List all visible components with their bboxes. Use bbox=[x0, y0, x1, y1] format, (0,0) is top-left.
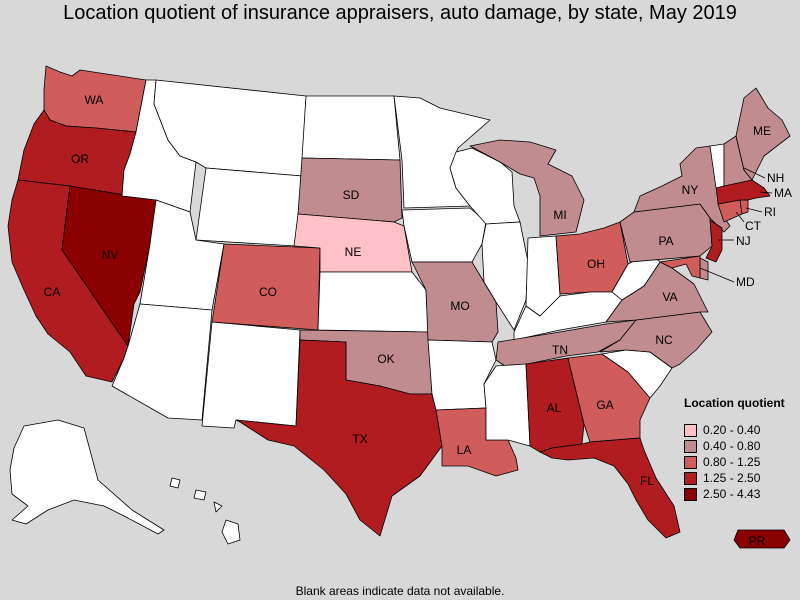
label-or: OR bbox=[71, 152, 89, 166]
legend-row: 0.20 - 0.40 bbox=[684, 422, 800, 438]
label-sd: SD bbox=[343, 188, 360, 202]
label-pr: PR bbox=[749, 534, 766, 548]
state-tx[interactable] bbox=[235, 339, 443, 537]
label-ny: NY bbox=[682, 183, 699, 197]
legend: Location quotient 0.20 - 0.40 0.40 - 0.8… bbox=[684, 396, 800, 502]
state-il[interactable] bbox=[481, 221, 529, 331]
label-ga: GA bbox=[596, 398, 613, 412]
label-co: CO bbox=[259, 285, 277, 299]
legend-label: 0.80 - 1.25 bbox=[703, 455, 761, 469]
small-state-callouts: NH MA RI CT NJ MD bbox=[699, 167, 792, 289]
label-ne: NE bbox=[345, 245, 362, 259]
label-al: AL bbox=[547, 401, 562, 415]
footnote: Blank areas indicate data not available. bbox=[295, 584, 505, 598]
state-mi[interactable] bbox=[469, 139, 585, 237]
legend-row: 2.50 - 4.43 bbox=[684, 486, 800, 502]
legend-title: Location quotient bbox=[684, 396, 785, 410]
label-nc: NC bbox=[655, 333, 673, 347]
state-az[interactable] bbox=[111, 303, 213, 421]
label-ri: RI bbox=[764, 205, 776, 219]
legend-swatch bbox=[684, 439, 697, 453]
legend-swatch bbox=[684, 471, 697, 485]
map-title: Location quotient of insurance appraiser… bbox=[63, 2, 737, 24]
state-nm[interactable] bbox=[201, 321, 301, 429]
legend-label: 1.25 - 2.50 bbox=[703, 471, 761, 485]
state-ut[interactable] bbox=[139, 199, 225, 311]
label-md: MD bbox=[736, 275, 755, 289]
state-de[interactable] bbox=[699, 257, 709, 281]
state-pa[interactable] bbox=[619, 203, 713, 263]
state-ms[interactable] bbox=[483, 363, 531, 447]
label-ct: CT bbox=[745, 219, 762, 233]
state-fl[interactable] bbox=[539, 437, 681, 539]
label-ca: CA bbox=[44, 285, 61, 299]
legend-row: 0.40 - 0.80 bbox=[684, 438, 800, 454]
state-tn[interactable] bbox=[495, 319, 637, 369]
label-ok: OK bbox=[377, 352, 394, 366]
legend-row: 1.25 - 2.50 bbox=[684, 470, 800, 486]
label-oh: OH bbox=[587, 257, 605, 271]
label-wa: WA bbox=[85, 93, 104, 107]
state-nj[interactable] bbox=[705, 219, 723, 263]
state-wv[interactable] bbox=[611, 257, 661, 301]
label-ma: MA bbox=[774, 186, 792, 200]
label-pa: PA bbox=[658, 234, 673, 248]
legend-swatch bbox=[684, 455, 697, 469]
label-fl: FL bbox=[640, 474, 654, 488]
legend-label: 0.20 - 0.40 bbox=[703, 423, 761, 437]
state-hi[interactable] bbox=[169, 477, 241, 545]
state-ia[interactable] bbox=[401, 207, 487, 263]
state-labels: WA OR CA NV CO SD NE TX OK MO LA MI OH T… bbox=[44, 93, 771, 548]
state-wy[interactable] bbox=[195, 167, 303, 247]
legend-row: 0.80 - 1.25 bbox=[684, 454, 800, 470]
label-nj: NJ bbox=[736, 234, 751, 248]
state-me[interactable] bbox=[735, 87, 791, 181]
legend-label: 0.40 - 0.80 bbox=[703, 439, 761, 453]
state-nc[interactable] bbox=[599, 311, 713, 369]
label-nh: NH bbox=[767, 171, 784, 185]
label-nv: NV bbox=[102, 248, 119, 262]
state-mo[interactable] bbox=[411, 261, 499, 343]
state-md[interactable] bbox=[659, 255, 701, 279]
legend-label: 2.50 - 4.43 bbox=[703, 487, 761, 501]
label-tn: TN bbox=[552, 343, 568, 357]
state-ks[interactable] bbox=[317, 271, 429, 333]
label-mi: MI bbox=[553, 208, 566, 222]
legend-swatch bbox=[684, 423, 697, 437]
label-mo: MO bbox=[450, 299, 469, 313]
state-pr[interactable] bbox=[733, 529, 791, 549]
label-tx: TX bbox=[352, 432, 367, 446]
legend-swatch bbox=[684, 487, 697, 501]
state-ak[interactable] bbox=[9, 419, 165, 535]
state-ma[interactable] bbox=[715, 179, 771, 205]
label-me: ME bbox=[753, 124, 771, 138]
label-la: LA bbox=[457, 443, 472, 457]
state-sd[interactable] bbox=[297, 157, 403, 223]
state-nd[interactable] bbox=[301, 95, 401, 161]
label-va: VA bbox=[662, 290, 677, 304]
